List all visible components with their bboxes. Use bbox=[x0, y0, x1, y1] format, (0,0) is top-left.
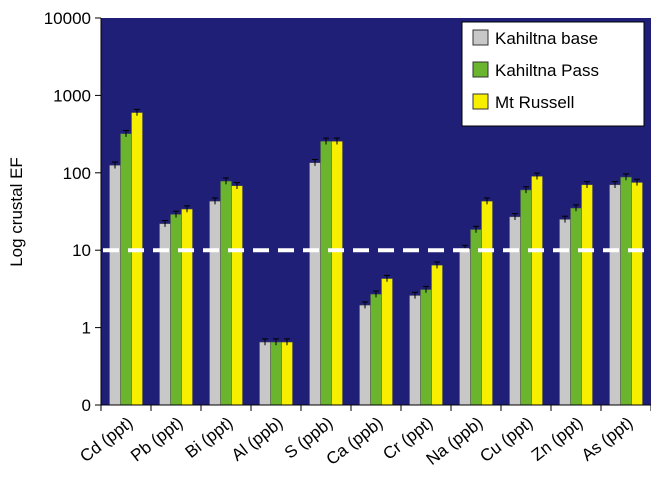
bar bbox=[421, 290, 432, 405]
bar bbox=[332, 141, 343, 405]
legend: Kahiltna base Kahiltna Pass Mt Russell bbox=[462, 22, 644, 126]
bar bbox=[632, 182, 643, 405]
x-tick-label: Na (ppb) bbox=[423, 413, 487, 469]
legend-label: Mt Russell bbox=[495, 93, 574, 112]
bar bbox=[371, 294, 382, 405]
y-tick-label: 10000 bbox=[44, 9, 91, 28]
bar bbox=[132, 113, 143, 405]
bar bbox=[560, 219, 571, 405]
x-tick-label: Bi (ppt) bbox=[182, 413, 237, 462]
bar bbox=[321, 141, 332, 405]
y-tick-label: 0 bbox=[82, 396, 91, 415]
legend-swatch bbox=[473, 94, 488, 109]
bar bbox=[532, 176, 543, 405]
bar bbox=[232, 186, 243, 405]
y-axis-title: Log crustal EF bbox=[7, 157, 26, 267]
bar bbox=[182, 209, 193, 405]
bar bbox=[410, 295, 421, 405]
y-tick-label: 100 bbox=[63, 164, 91, 183]
x-tick-label: As (ppt) bbox=[578, 413, 637, 465]
legend-label: Kahiltna Pass bbox=[495, 61, 599, 80]
legend-swatch bbox=[473, 62, 488, 77]
x-tick-label: Ca (ppb) bbox=[323, 413, 387, 469]
bar bbox=[521, 190, 532, 405]
bar bbox=[482, 201, 493, 405]
bar bbox=[210, 201, 221, 405]
bar bbox=[510, 217, 521, 405]
bar bbox=[282, 342, 293, 405]
bar bbox=[432, 265, 443, 405]
x-tick-label: Cu (ppt) bbox=[476, 413, 536, 466]
y-tick-label: 1 bbox=[82, 319, 91, 338]
x-axis: Cd (ppt)Pb (ppt)Bi (ppt)Al (ppb)S (ppb)C… bbox=[76, 405, 651, 469]
bar bbox=[221, 181, 232, 405]
bar bbox=[610, 185, 621, 405]
legend-label: Kahiltna base bbox=[495, 29, 598, 48]
bar bbox=[310, 163, 321, 405]
bar bbox=[121, 134, 132, 405]
bar bbox=[471, 230, 482, 405]
y-tick-label: 1000 bbox=[53, 86, 91, 105]
bar bbox=[382, 279, 393, 405]
bar bbox=[110, 165, 121, 405]
legend-swatch bbox=[473, 30, 488, 45]
bar bbox=[260, 342, 271, 405]
bar bbox=[582, 185, 593, 405]
y-tick-label: 10 bbox=[72, 241, 91, 260]
x-tick-label: Cd (ppt) bbox=[76, 413, 136, 466]
bar bbox=[460, 249, 471, 405]
bar bbox=[360, 305, 371, 405]
bar bbox=[271, 342, 282, 405]
bar bbox=[171, 214, 182, 405]
x-tick-label: Pb (ppt) bbox=[127, 413, 186, 465]
x-tick-label: Al (ppb) bbox=[228, 413, 287, 465]
x-tick-label: Zn (ppt) bbox=[528, 413, 587, 465]
bar bbox=[571, 208, 582, 405]
y-axis: 0 1 10 100 1000 10000 bbox=[44, 9, 101, 415]
bar bbox=[621, 177, 632, 405]
